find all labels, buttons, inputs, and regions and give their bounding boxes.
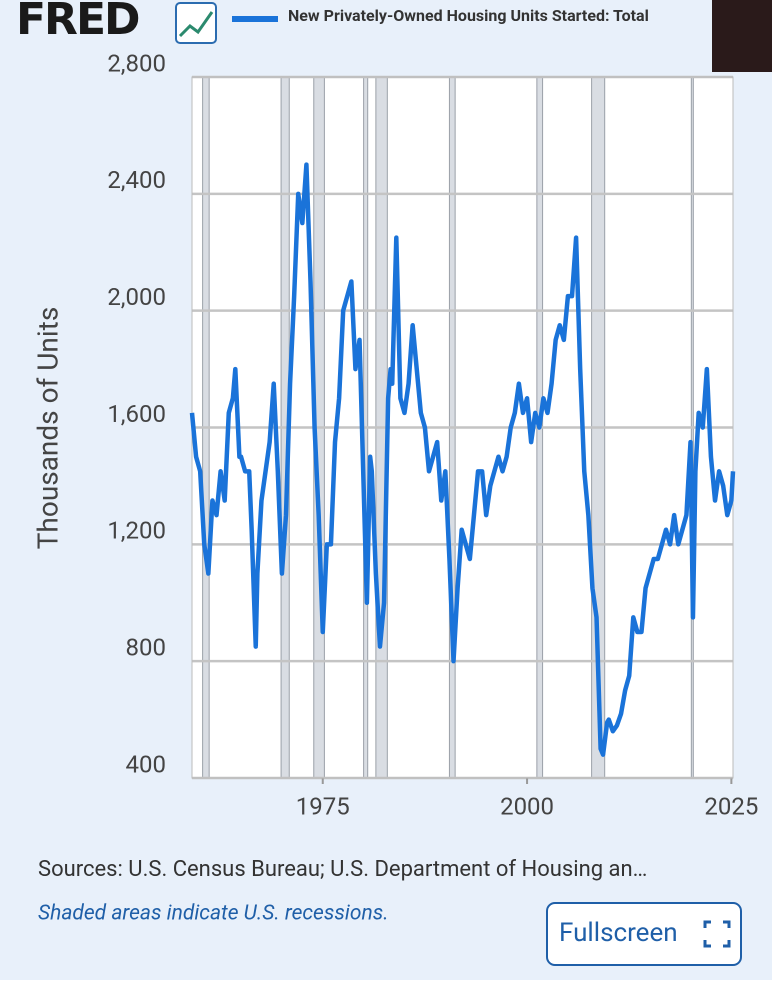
fred-logo: FRED <box>16 0 139 45</box>
y-tick-label: 2,400 <box>107 166 166 194</box>
y-tick-label: 1,200 <box>107 517 166 545</box>
source: Sources: U.S. Census Bureau; U.S. Depart… <box>38 857 647 882</box>
legend-swatch <box>232 16 278 22</box>
recession-note: Shaded areas indicate U.S. recessions. <box>38 902 389 926</box>
page-bottom <box>0 980 772 1000</box>
series-line <box>189 162 736 757</box>
button-box[interactable] <box>546 902 742 966</box>
thumbnail <box>712 0 772 72</box>
y-tick-label: 400 <box>126 750 166 778</box>
y-tick-label: 800 <box>126 634 166 662</box>
legend-label: New Privately-Owned Housing Units Starte… <box>288 6 649 25</box>
button-label[interactable]: Fullscreen <box>559 918 678 948</box>
y-tick-label: 1,600 <box>107 400 166 428</box>
y-tick-label: 2,800 <box>107 49 166 77</box>
x-tick-label: 2000 <box>500 792 554 820</box>
button-icon[interactable] <box>703 920 731 948</box>
logo-icon-line <box>178 11 214 38</box>
x-tick-label: 2025 <box>704 792 758 820</box>
y-tick-label: 2,000 <box>107 283 166 311</box>
logo-icon <box>175 2 217 44</box>
y-axis-label: Thousands of Units <box>31 307 64 550</box>
x-tick-label: 1975 <box>296 792 350 820</box>
fullscreen-button[interactable]: Fullscreen <box>546 902 742 966</box>
